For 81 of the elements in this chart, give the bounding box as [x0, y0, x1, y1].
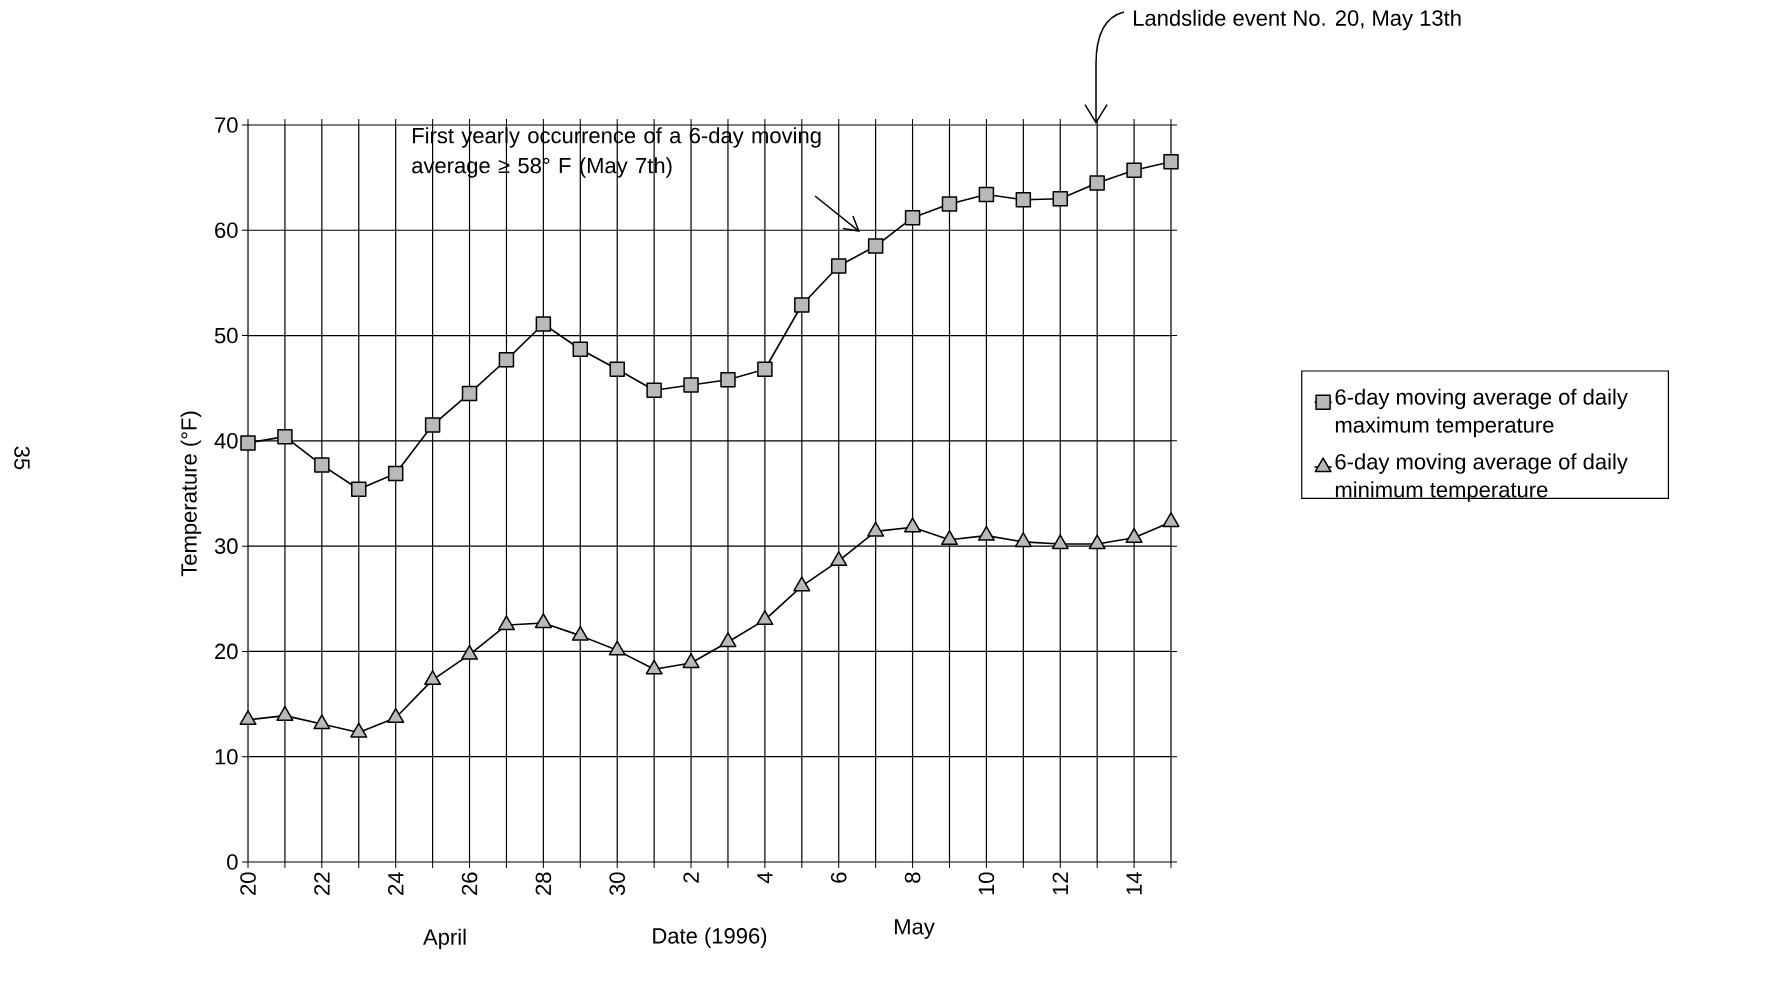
x-tick-label: 26 — [461, 872, 478, 895]
x-tick-label: 6 — [830, 872, 847, 883]
point — [277, 428, 293, 445]
point — [1088, 534, 1106, 550]
y-axis-title: Temperature (°F) — [180, 411, 202, 577]
point — [534, 613, 552, 629]
x-tick-label: 2 — [683, 872, 699, 883]
point — [940, 530, 959, 546]
x-tick-label: 28 — [535, 872, 552, 895]
point — [1015, 191, 1032, 208]
point — [608, 640, 626, 656]
point — [387, 707, 405, 723]
point — [461, 385, 478, 402]
point — [1125, 527, 1143, 543]
point — [682, 653, 700, 669]
point — [720, 372, 736, 388]
point — [757, 361, 773, 377]
point — [941, 196, 958, 212]
legend-label: 6-day moving average of daily maximum temperature — [1335, 388, 1628, 438]
point — [535, 316, 552, 332]
point — [460, 644, 479, 660]
x-tick-label: 14 — [1126, 872, 1142, 895]
point — [424, 670, 442, 686]
x-tick-label: 24 — [388, 872, 404, 895]
point — [239, 710, 257, 726]
y-tick-label: 10 — [215, 748, 238, 765]
point — [977, 525, 995, 541]
y-tick-label: 20 — [215, 643, 238, 660]
point — [276, 705, 294, 721]
point — [978, 186, 995, 203]
point — [1089, 175, 1105, 191]
y-tick-label: 0 — [227, 854, 238, 870]
y-tick-label: 60 — [215, 222, 238, 239]
y-tick-label: 40 — [214, 433, 238, 449]
x-tick-label: 30 — [609, 872, 625, 896]
point — [314, 457, 330, 473]
point — [572, 341, 589, 357]
point — [1052, 190, 1068, 207]
point — [756, 610, 774, 626]
point — [240, 435, 256, 451]
point — [683, 377, 699, 393]
point — [719, 632, 737, 648]
point — [1162, 512, 1180, 528]
point — [497, 615, 515, 631]
point — [830, 258, 847, 274]
point — [351, 481, 367, 498]
point — [646, 382, 662, 399]
point — [645, 659, 663, 675]
x-tick-label: 22 — [314, 872, 330, 895]
point — [350, 722, 368, 738]
x-tick-label: 20 — [240, 872, 256, 895]
point — [1051, 534, 1069, 550]
point — [904, 209, 921, 226]
point — [313, 714, 331, 730]
point — [609, 361, 625, 377]
point — [867, 238, 884, 254]
y-tick-label: 50 — [214, 327, 238, 344]
text: Landslide event No. 20, May 13th — [1134, 9, 1461, 31]
point — [1126, 162, 1142, 179]
text: April — [423, 928, 466, 950]
x-tick-label: 10 — [978, 872, 995, 895]
point — [867, 521, 885, 537]
point — [387, 465, 404, 482]
y-tick-label: 30 — [214, 538, 238, 554]
point — [571, 625, 589, 641]
text: May — [895, 919, 935, 939]
point — [904, 517, 922, 533]
point — [1163, 154, 1179, 170]
point — [794, 297, 810, 313]
x-axis-title: Date (1996) — [653, 927, 767, 949]
x-tick-label: 8 — [904, 872, 921, 883]
y-tick-label: 70 — [215, 117, 238, 133]
x-tick-label: 12 — [1052, 872, 1068, 895]
point — [498, 352, 515, 368]
text: 35 — [14, 446, 30, 470]
x-tick-label: 4 — [757, 872, 773, 884]
point — [1014, 532, 1032, 548]
point — [830, 551, 848, 567]
point — [424, 417, 441, 433]
point — [793, 576, 811, 592]
legend-label: 6-day moving average of daily minimum temperature — [1335, 453, 1628, 502]
